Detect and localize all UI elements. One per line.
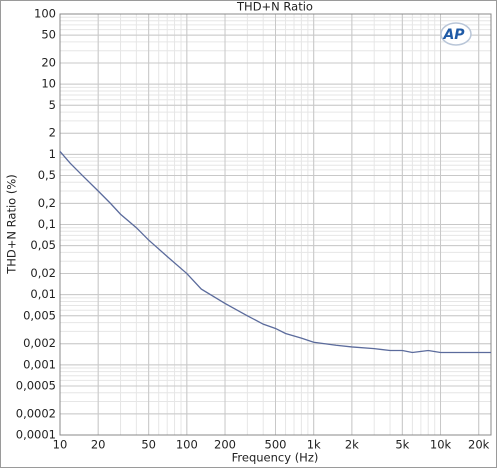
logo: AP <box>440 22 472 46</box>
x-tick-label: 20k <box>468 438 490 452</box>
y-tick-label: 0,0001 <box>16 428 56 442</box>
x-tick-label: 100 <box>176 438 198 452</box>
y-tick-label: 0,05 <box>30 238 56 252</box>
x-tick-label: 1k <box>307 438 321 452</box>
y-tick-label: 50 <box>41 28 56 42</box>
y-tick-label: 0,0005 <box>16 378 56 392</box>
y-tick-label: 2 <box>49 126 56 140</box>
y-tick-label: 0,1 <box>38 217 56 231</box>
y-tick-label: 5 <box>49 98 56 112</box>
y-tick-label: 0,001 <box>23 357 56 371</box>
y-tick-label: 0,5 <box>38 168 56 182</box>
y-tick-label: 0,02 <box>30 266 56 280</box>
grid <box>59 13 491 436</box>
y-tick-label: 100 <box>34 7 56 21</box>
x-tick-label: 10k <box>430 438 452 452</box>
y-tick-label: 1 <box>49 147 56 161</box>
y-tick-label: 0,005 <box>23 308 56 322</box>
y-axis-title: THD+N Ratio (%) <box>5 174 19 275</box>
y-tick-label: 10 <box>41 77 56 91</box>
logo-badge <box>440 22 472 46</box>
plot-border <box>59 13 492 436</box>
logo-text: AP <box>442 27 465 43</box>
x-axis-title: Frequency (Hz) <box>232 451 319 465</box>
x-tick-label: 5k <box>395 438 409 452</box>
x-tick-label: 10 <box>53 438 68 452</box>
y-tick-label: 20 <box>41 56 56 70</box>
x-tick-label: 200 <box>214 438 236 452</box>
series-line <box>59 151 491 354</box>
chart-title: THD+N Ratio <box>236 0 313 14</box>
x-tick-label: 500 <box>265 438 287 452</box>
y-tick-label: 0,002 <box>23 336 56 350</box>
y-tick-label: 0,01 <box>30 287 56 301</box>
x-tick-label: 50 <box>141 438 156 452</box>
x-tick-label: 2k <box>345 438 359 452</box>
x-tick-label: 20 <box>91 438 106 452</box>
y-tick-label: 0,0002 <box>16 406 56 420</box>
y-tick-label: 0,2 <box>38 196 56 210</box>
